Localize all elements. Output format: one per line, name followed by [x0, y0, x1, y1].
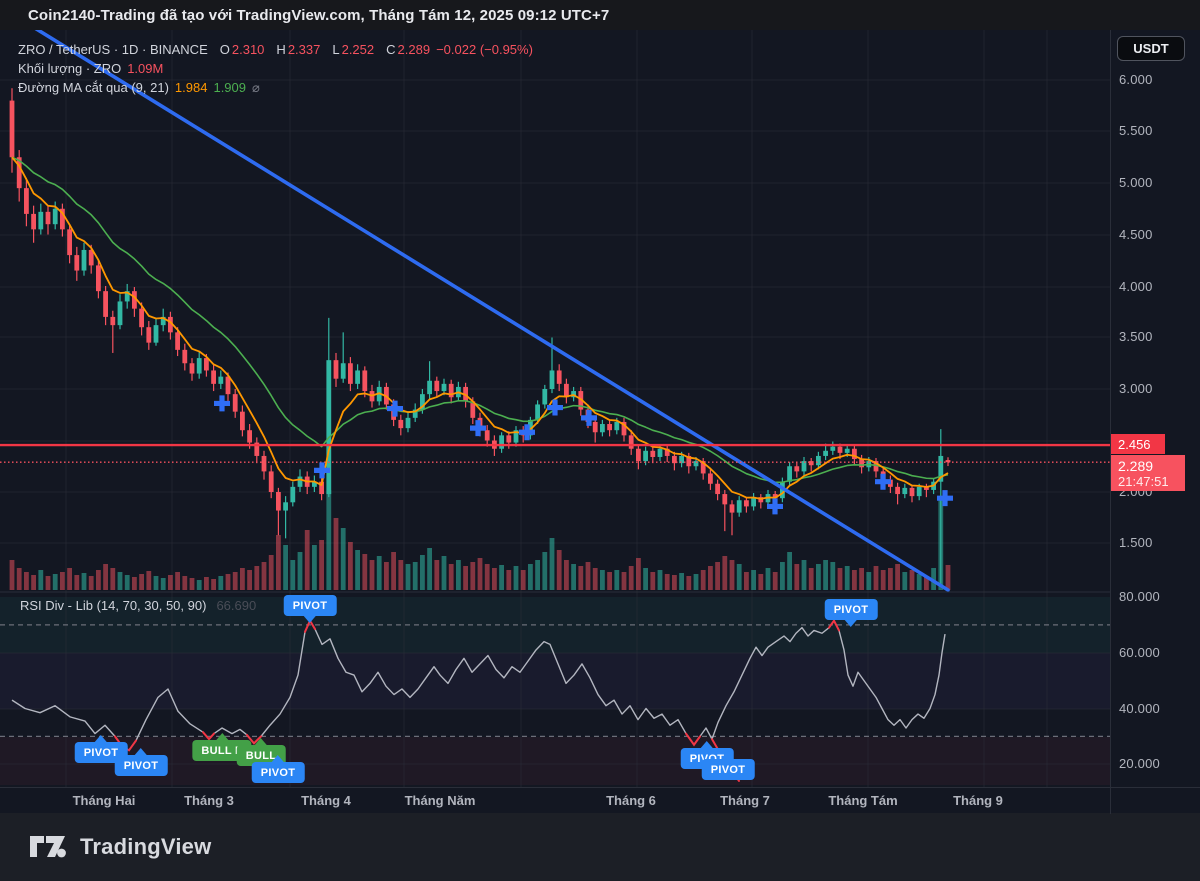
rsi-title: RSI Div - Lib (14, 70, 30, 50, 90)	[20, 598, 207, 613]
symbol-row: ZRO / TetherUS · 1D · BINANCE O 2.310 H 2.…	[18, 42, 533, 57]
last-price-badge: 2.289 21:47:51	[1111, 455, 1185, 491]
axis-separator	[1110, 788, 1111, 814]
alert-level-badge: 2.456	[1111, 434, 1165, 454]
ma-cross-marker	[314, 462, 330, 479]
ohlc-values: O 2.310	[219, 42, 265, 57]
price-tick: 5.500	[1119, 123, 1153, 138]
price-tick: 3.000	[1119, 381, 1153, 396]
volume-bars	[9, 490, 951, 590]
change-value: −0.022 (−0.95%)	[436, 42, 533, 57]
ma-cross-marker	[214, 395, 230, 412]
ma-cross-marker	[767, 498, 784, 515]
attribution-bar: Coin2140-Trading đã tạo với TradingView.…	[0, 0, 1200, 30]
ma-slow-value: 1.909	[213, 80, 247, 95]
chart-canvas[interactable]	[0, 30, 1200, 787]
ma-cross-marker	[470, 420, 486, 437]
open-value: 2.310	[231, 42, 265, 57]
close-value: 2.289	[397, 42, 431, 57]
bar-countdown: 21:47:51	[1118, 473, 1169, 489]
price-tick: 4.500	[1119, 227, 1153, 242]
symbol-title: ZRO / TetherUS · 1D · BINANCE	[18, 42, 208, 57]
time-label: Tháng 7	[720, 793, 770, 808]
price-tick: 40.000	[1119, 701, 1160, 716]
price-tick: 80.000	[1119, 589, 1160, 604]
volume-value: 1.09M	[127, 61, 164, 76]
tradingview-brand-text[interactable]: TradingView	[80, 834, 212, 859]
footer-bar: TradingView	[0, 813, 1200, 881]
high-value: 2.337	[287, 42, 321, 57]
ma-lines	[11, 156, 949, 500]
ma-fast-value: 1.984	[174, 80, 208, 95]
price-tick: 6.000	[1119, 72, 1153, 87]
price-axis[interactable]: USDT 6.000 5.500 5.000 4.500 4.000 3.500 3.000…	[1110, 30, 1200, 787]
attribution-text: Coin2140-Trading đã tạo với TradingView.…	[28, 6, 610, 24]
time-axis[interactable]: Tháng Hai Tháng 3 Tháng 4 Tháng Năm Tháng 6 T…	[0, 787, 1200, 814]
price-tick: 4.000	[1119, 279, 1153, 294]
chart-area[interactable]: ZRO / TetherUS · 1D · BINANCE O 2.310 H 2.…	[0, 30, 1200, 787]
ma-cross-marker	[519, 424, 536, 441]
time-label: Tháng Tám	[828, 793, 898, 808]
price-tick: 1.500	[1119, 535, 1153, 550]
time-label: Tháng Hai	[72, 793, 136, 808]
time-label: Tháng 6	[606, 793, 656, 808]
price-tick: 20.000	[1119, 756, 1160, 771]
ma-slow-line	[11, 156, 949, 484]
volume-row: Khối lượng · ZRO 1.09M	[18, 59, 533, 78]
ma-label: Đường MA cắt qua (9, 21)	[18, 80, 169, 95]
ma-cross-marker	[387, 400, 403, 417]
price-tick: 5.000	[1119, 175, 1153, 190]
ma-empty-glyph: ⌀	[252, 79, 260, 95]
currency-toggle-button[interactable]: USDT	[1117, 36, 1185, 61]
rsi-legend: RSI Div - Lib (14, 70, 30, 50, 90) 66.69…	[20, 598, 256, 613]
ma-cross-marker	[937, 490, 954, 507]
rsi-tint-bands	[0, 597, 1110, 785]
tradingview-logo-icon[interactable]	[28, 833, 68, 861]
gridlines	[0, 30, 1110, 787]
ma-fast-line	[11, 156, 949, 500]
time-label: Tháng Năm	[404, 793, 476, 808]
price-tick: 3.500	[1119, 329, 1153, 344]
last-price-value: 2.289	[1118, 457, 1154, 474]
time-label: Tháng 9	[953, 793, 1003, 808]
ma-cross-marker	[547, 399, 564, 416]
price-tick: 60.000	[1119, 645, 1160, 660]
ma-cross-marker	[581, 409, 598, 426]
ma-cross-marker	[875, 473, 892, 490]
low-value: 2.252	[341, 42, 375, 57]
ma-cross-markers	[214, 395, 954, 515]
time-label: Tháng 4	[301, 793, 351, 808]
rsi-value: 66.690	[216, 598, 257, 613]
time-label: Tháng 3	[184, 793, 234, 808]
volume-label: Khối lượng · ZRO	[18, 61, 122, 76]
trendline[interactable]	[25, 30, 950, 592]
ma-cross-row: Đường MA cắt qua (9, 21) 1.984 1.909 ⌀	[18, 78, 533, 97]
symbol-legend: ZRO / TetherUS · 1D · BINANCE O 2.310 H 2.…	[18, 40, 533, 97]
